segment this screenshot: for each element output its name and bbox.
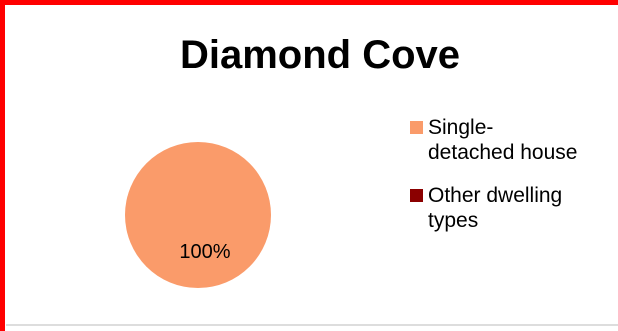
pie-slices (125, 142, 271, 288)
pie-data-label-single-detached: 100% (179, 241, 230, 263)
pie-slice-single-detached (125, 142, 271, 288)
legend-label-other-dwelling-types: Other dwelling types (428, 184, 563, 232)
legend-label-single-detached: Single-detached house (428, 116, 578, 164)
legend-item-single-detached: Single-detached house (410, 115, 615, 165)
chart-title: Diamond Cove (179, 33, 461, 77)
chart-bottom-divider (6, 324, 618, 326)
legend-swatch-other-dwelling-types (410, 189, 423, 202)
legend-swatch-single-detached (410, 121, 423, 134)
chart-legend: Single-detached house Other dwelling typ… (410, 115, 615, 233)
legend-item-other-dwelling-types: Other dwelling types (410, 183, 615, 233)
pie-labels: 100% (179, 241, 230, 263)
